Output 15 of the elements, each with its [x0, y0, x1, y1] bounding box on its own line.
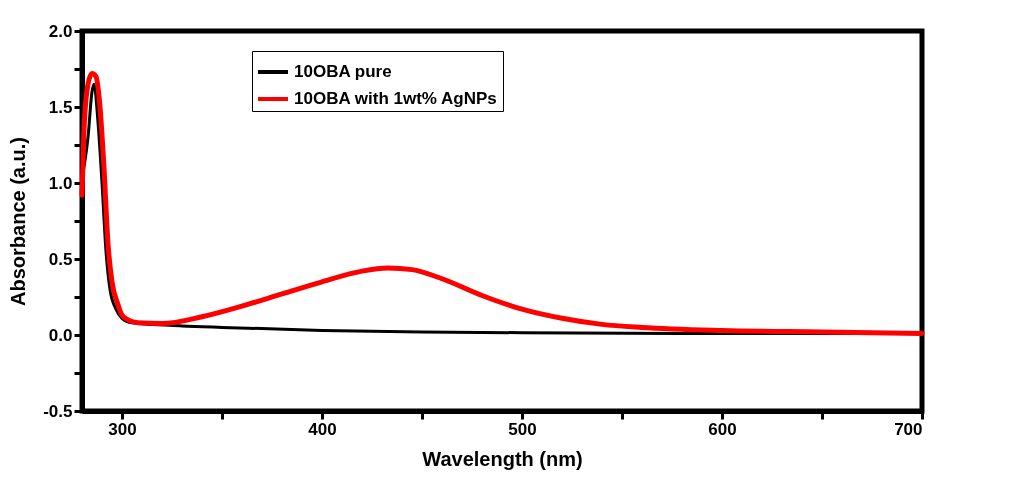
- y-tick-label: 0.5: [48, 249, 73, 269]
- x-tick-label: 400: [308, 419, 337, 439]
- x-tick-label: 700: [894, 419, 923, 439]
- y-tick-label: 0.0: [48, 325, 73, 345]
- x-tick-label: 500: [508, 419, 537, 439]
- legend-label: 10OBA with 1wt% AgNPs: [294, 89, 497, 108]
- y-tick-label: -0.5: [43, 401, 73, 421]
- y-tick-label: 2.0: [48, 21, 73, 41]
- x-tick-label: 300: [108, 419, 137, 439]
- y-tick-label: 1.5: [48, 97, 73, 117]
- legend-label: 10OBA pure: [294, 62, 392, 81]
- y-tick-label: 1.0: [48, 173, 73, 193]
- y-axis-title: Absorbance (a.u.): [7, 137, 30, 306]
- x-tick-label: 600: [708, 419, 737, 439]
- x-axis-title: Wavelength (nm): [422, 447, 583, 470]
